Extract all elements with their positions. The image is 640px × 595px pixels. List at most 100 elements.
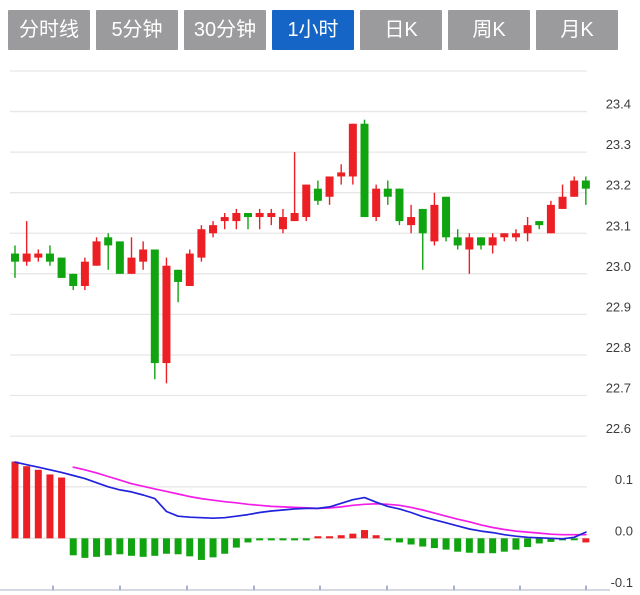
price-axis-label: 23.1	[606, 218, 631, 233]
macd-hist-bar	[139, 538, 147, 557]
tab-month-k[interactable]: 月K	[536, 10, 618, 50]
macd-hist-bar	[372, 535, 380, 539]
tab-30min[interactable]: 30分钟	[184, 10, 266, 50]
candle-down	[150, 249, 159, 364]
price-axis-label: 23.3	[606, 137, 631, 152]
macd-hist-bar	[477, 538, 485, 554]
macd-hist-bar	[23, 466, 31, 539]
macd-hist-bar	[162, 538, 170, 554]
tab-week-k[interactable]: 周K	[448, 10, 530, 50]
candle-up	[465, 237, 474, 250]
macd-hist-bar	[314, 536, 322, 539]
candle-down	[11, 253, 19, 262]
macd-hist-bar	[489, 538, 497, 554]
candle-up	[290, 212, 299, 222]
candle-down	[69, 273, 78, 287]
candle-up	[523, 225, 532, 234]
price-axis-label: 22.6	[606, 421, 631, 436]
tab-day-k[interactable]: 日K	[360, 10, 442, 50]
candle-up	[558, 196, 567, 209]
macd-hist-bar	[291, 538, 299, 541]
interval-tab-bar: 分时线 5分钟 30分钟 1小时 日K 周K 月K	[8, 10, 618, 50]
macd-hist-bar	[349, 533, 357, 539]
macd-hist-bar	[279, 538, 287, 541]
macd-hist-bar	[151, 538, 159, 556]
macd-axis-label: 0.0	[615, 523, 633, 538]
macd-hist-bar	[442, 538, 450, 550]
candle-up	[325, 176, 334, 197]
candle-up	[255, 212, 264, 218]
candle-up	[92, 241, 101, 266]
macd-hist-bar	[547, 538, 555, 542]
candle-up	[22, 253, 31, 262]
macd-hist-bar	[267, 538, 275, 541]
macd-hist-bar	[419, 538, 427, 547]
macd-hist-bar	[570, 538, 578, 541]
macd-hist-bar	[302, 538, 310, 541]
macd-hist-bar	[81, 538, 89, 558]
candle-down	[57, 257, 66, 278]
macd-hist-bar	[395, 538, 403, 543]
macd-hist-bar	[116, 538, 124, 555]
macd-hist-bar	[58, 477, 66, 539]
candle-down	[45, 253, 54, 262]
candle-up	[407, 217, 416, 226]
candle-up	[348, 123, 357, 177]
macd-hist-bar	[93, 538, 101, 557]
macd-hist-bar	[500, 538, 508, 552]
macd-hist-bar	[209, 538, 217, 558]
candle-up	[500, 233, 509, 238]
candle-up	[430, 204, 439, 242]
candle-up	[197, 229, 206, 258]
candle-down	[453, 237, 462, 246]
candle-up	[220, 217, 229, 222]
candle-up	[34, 253, 43, 258]
candle-down	[360, 123, 369, 218]
candle-down	[581, 180, 590, 189]
candle-up	[278, 217, 287, 230]
macd-hist-bar	[11, 461, 19, 539]
macd-hist-bar	[337, 535, 345, 539]
candle-down	[383, 188, 392, 197]
macd-hist-bar	[232, 538, 240, 548]
macd-hist-bar	[174, 538, 182, 555]
candle-up	[185, 253, 194, 287]
candle-up	[267, 212, 276, 218]
candle-up	[488, 237, 497, 246]
candle-down	[418, 208, 427, 234]
macd-hist-bar	[244, 538, 252, 543]
candle-up	[511, 233, 520, 238]
tab-timeline[interactable]: 分时线	[8, 10, 90, 50]
macd-hist-bar	[582, 538, 590, 543]
candle-down	[313, 188, 322, 201]
macd-hist-bar	[46, 474, 54, 539]
macd-hist-bar	[361, 530, 368, 539]
candle-down	[535, 221, 544, 226]
candle-up	[232, 212, 241, 222]
price-axis-label: 23.2	[606, 178, 631, 193]
macd-hist-bar	[384, 538, 392, 541]
tab-5min[interactable]: 5分钟	[96, 10, 178, 50]
macd-hist-bar	[535, 538, 543, 544]
macd-hist-bar	[430, 538, 438, 549]
macd-hist-bar	[221, 538, 229, 554]
macd-axis-label: 0.1	[615, 472, 633, 487]
candle-down	[104, 237, 113, 246]
price-axis-label: 23.4	[606, 97, 631, 112]
tab-1hour[interactable]: 1小时	[272, 10, 354, 50]
candle-up	[570, 180, 579, 197]
price-axis-label: 22.9	[606, 299, 631, 314]
candle-up	[546, 204, 555, 234]
candle-up	[139, 249, 148, 262]
macd-hist-bar	[454, 538, 462, 552]
candle-down	[395, 188, 404, 222]
macd-hist-bar	[69, 538, 77, 556]
macd-hist-bar	[407, 538, 415, 545]
candle-up	[337, 172, 346, 177]
candle-down	[115, 241, 124, 274]
macd-hist-bar	[104, 538, 112, 556]
macd-hist-bar	[465, 538, 473, 553]
macd-hist-bar	[197, 538, 205, 560]
